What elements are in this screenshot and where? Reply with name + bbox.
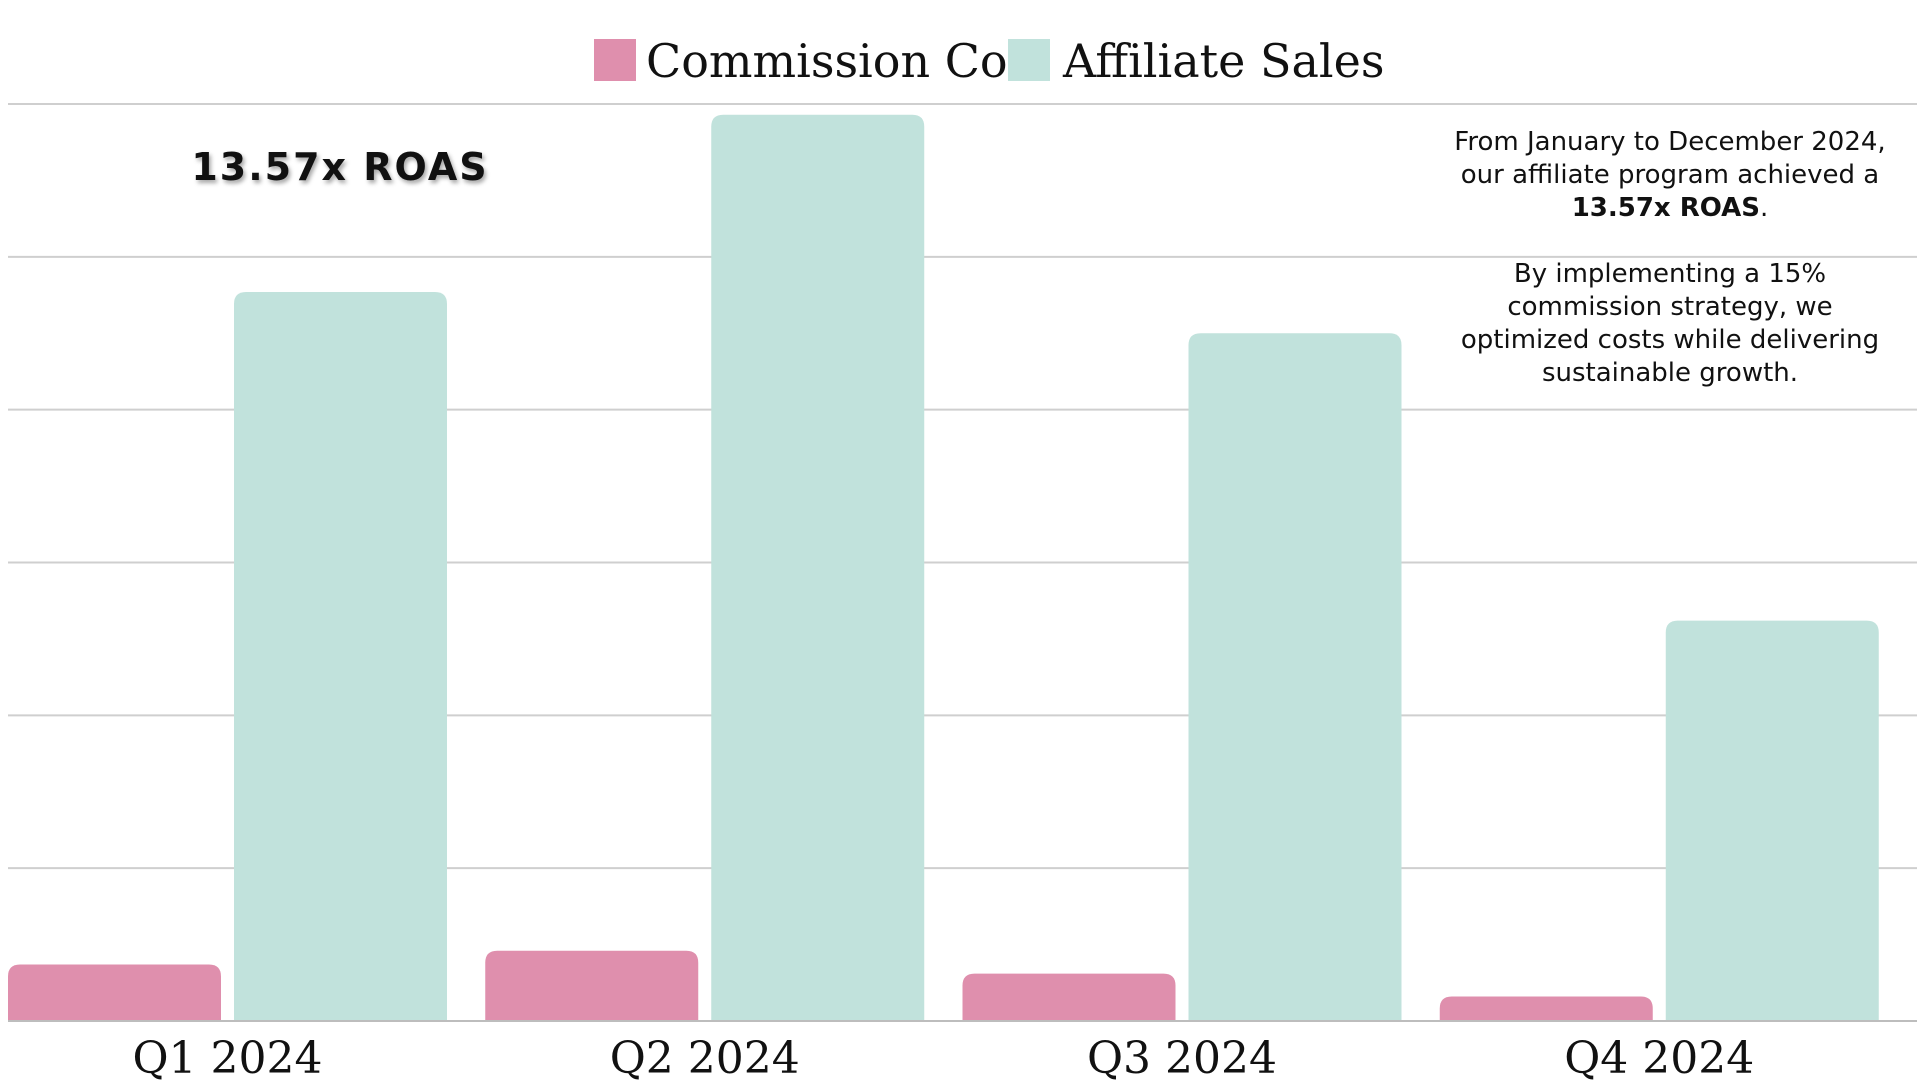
bar-affiliate-sales-q2-2024 bbox=[711, 114, 925, 1021]
legend: Commission Cost Affiliate Sales bbox=[594, 34, 1384, 88]
x-tick-label: Q3 2024 bbox=[1087, 1033, 1277, 1080]
x-tick-label: Q2 2024 bbox=[610, 1033, 800, 1080]
annotation-text: From January to December 2024, our affil… bbox=[1440, 126, 1900, 423]
bar-affiliate-sales-q4-2024 bbox=[1665, 620, 1879, 1021]
bar-commission-cost-q3-2024 bbox=[962, 973, 1176, 1021]
x-tick-label: Q1 2024 bbox=[132, 1033, 322, 1080]
bars bbox=[8, 114, 1917, 1022]
x-tick-label: Q4 2024 bbox=[1564, 1033, 1754, 1080]
bar-affiliate-sales-q1-2024 bbox=[234, 291, 447, 1021]
legend-swatch-commission-cost bbox=[594, 39, 636, 81]
legend-label-affiliate-sales: Affiliate Sales bbox=[1062, 34, 1384, 88]
x-axis-ticks: Q1 2024 Q2 2024 Q3 2024 Q4 2024 bbox=[132, 1033, 1754, 1080]
bar-affiliate-sales-q3-2024 bbox=[1188, 333, 1402, 1021]
bar-commission-cost-q1-2024 bbox=[8, 964, 221, 1021]
legend-label-commission-cost: Commission Cost bbox=[646, 34, 1050, 88]
bar-commission-cost-q2-2024 bbox=[485, 950, 699, 1021]
annotation-p1-text: From January to December 2024, our affil… bbox=[1454, 127, 1886, 190]
annotation-p1-bold: 13.57x ROAS bbox=[1571, 193, 1761, 223]
roas-badge: 13.57x ROAS bbox=[191, 145, 489, 189]
legend-swatch-affiliate-sales bbox=[1008, 39, 1050, 81]
annotation-paragraph-1: From January to December 2024, our affil… bbox=[1440, 126, 1900, 225]
annotation-p1-end: . bbox=[1760, 193, 1769, 223]
bar-commission-cost-q4-2024 bbox=[1439, 996, 1653, 1021]
annotation-paragraph-2: By implementing a 15% commission strateg… bbox=[1460, 259, 1880, 388]
